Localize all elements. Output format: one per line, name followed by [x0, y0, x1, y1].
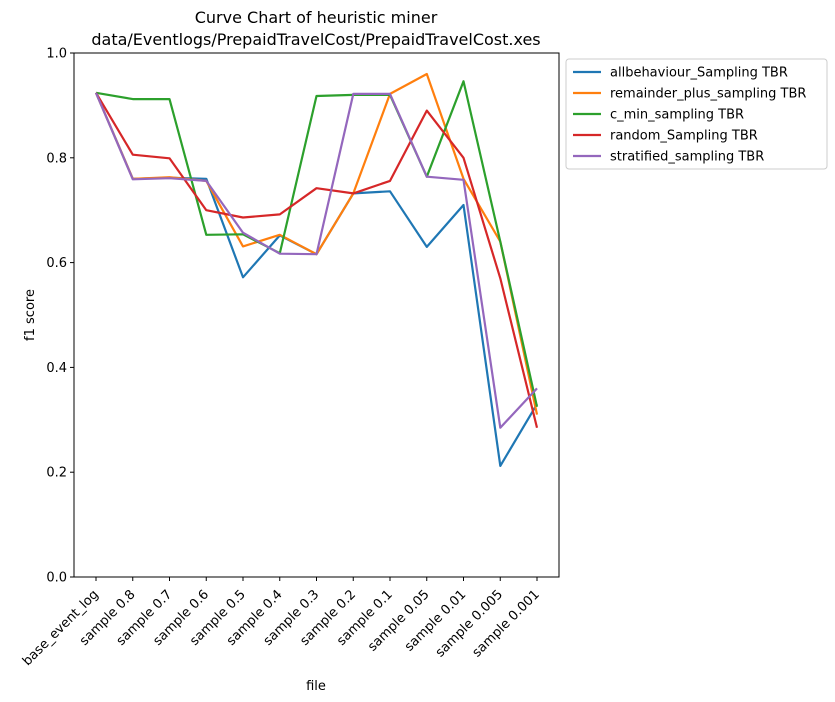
legend-label: remainder_plus_sampling TBR	[610, 87, 806, 102]
y-axis-label: f1 score	[23, 289, 38, 341]
legend-frame	[565, 58, 828, 170]
plot-lines	[94, 72, 539, 467]
legend-label: c_min_sampling TBR	[610, 108, 744, 123]
y-tick-label: 0.2	[46, 466, 67, 481]
series-line	[95, 80, 539, 407]
y-tick-label: 0.4	[46, 361, 67, 376]
y-tick-label: 0.6	[46, 256, 67, 271]
x-tick-label: sample 0.001	[470, 587, 543, 660]
legend-label: allbehaviour_Sampling TBR	[610, 66, 788, 81]
plot-frame	[73, 52, 560, 578]
series-line	[94, 92, 538, 429]
y-tick-label: 0.0	[46, 571, 67, 586]
series-line	[94, 92, 538, 467]
series-line	[95, 92, 539, 428]
x-axis-label: file	[306, 679, 326, 694]
y-axis: 0.0 0.2 0.4 0.6 0.8 1.0	[46, 47, 74, 586]
series-line	[94, 72, 539, 415]
legend-label: stratified_sampling TBR	[610, 150, 764, 165]
legend: allbehaviour_Sampling TBR remainder_plus_…	[565, 58, 828, 170]
y-tick-label: 1.0	[46, 47, 67, 62]
chart-title: Curve Chart of heuristic miner	[195, 8, 438, 27]
chart-subtitle: data/Eventlogs/PrepaidTravelCost/Prepaid…	[91, 30, 540, 49]
y-tick-label: 0.8	[46, 151, 67, 166]
legend-label: random_Sampling TBR	[610, 129, 758, 144]
